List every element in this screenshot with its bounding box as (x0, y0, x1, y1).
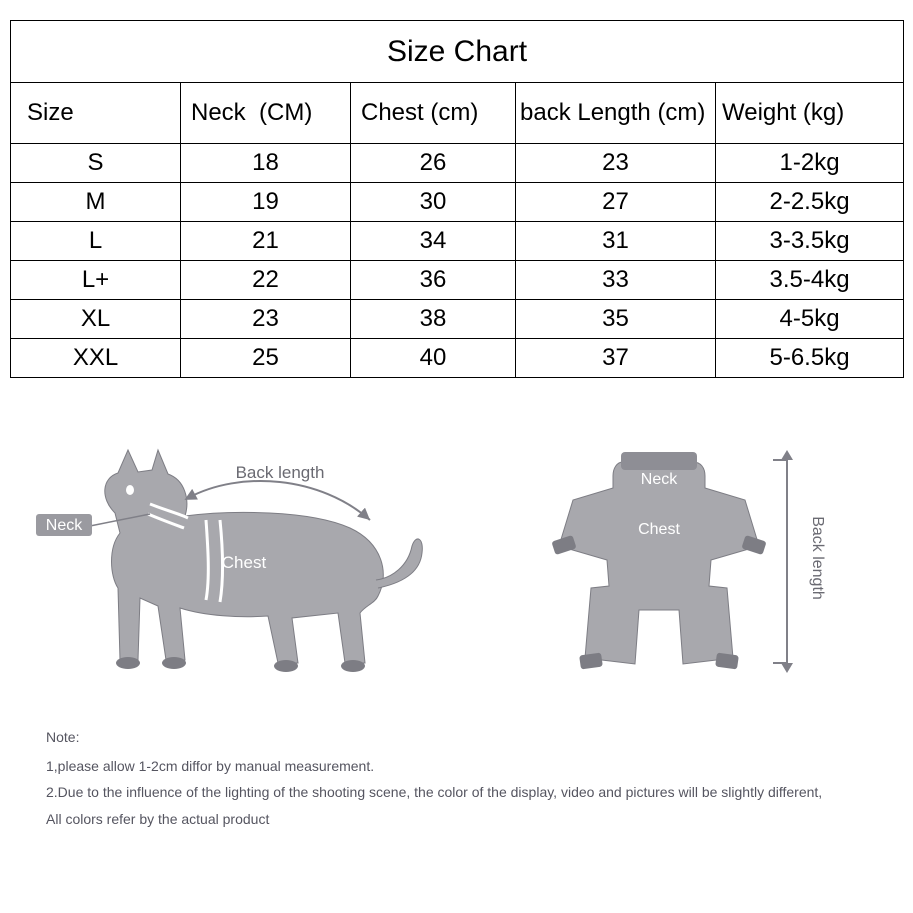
table-cell: 26 (351, 144, 516, 183)
table-cell: 4-5kg (716, 300, 904, 339)
table-cell: 3.5-4kg (716, 261, 904, 300)
col-header: Neck (CM) (181, 83, 351, 144)
table-cell: M (11, 183, 181, 222)
table-row: M1930272-2.5kg (11, 183, 904, 222)
table-cell: L (11, 222, 181, 261)
table-row: S1826231-2kg (11, 144, 904, 183)
table-cell: L+ (11, 261, 181, 300)
table-cell: 31 (516, 222, 716, 261)
garment-back-label: Back length (809, 516, 826, 600)
table-row: XXL2540375-6.5kg (11, 339, 904, 378)
table-cell: XL (11, 300, 181, 339)
col-header: back Length (cm) (516, 83, 716, 144)
table-cell: 34 (351, 222, 516, 261)
size-chart-table: Size Chart SizeNeck (CM)Chest (cm)back L… (10, 20, 904, 378)
table-cell: 21 (181, 222, 351, 261)
col-header: Weight (kg) (716, 83, 904, 144)
table-cell: 40 (351, 339, 516, 378)
note-line: All colors refer by the actual product (46, 806, 903, 833)
table-cell: 2-2.5kg (716, 183, 904, 222)
col-header: Size (11, 83, 181, 144)
table-cell: 3-3.5kg (716, 222, 904, 261)
cat-diagram: Neck Chest Back length (30, 438, 430, 688)
table-cell: 35 (516, 300, 716, 339)
cat-back-label: Back length (236, 463, 325, 482)
table-header-row: SizeNeck (CM)Chest (cm)back Length (cm)W… (11, 83, 904, 144)
table-cell: XXL (11, 339, 181, 378)
cat-tail (376, 539, 422, 588)
note-line: 2.Due to the influence of the lighting o… (46, 779, 903, 806)
notes-title: Note: (46, 724, 903, 751)
table-cell: 33 (516, 261, 716, 300)
garment-neck-label: Neck (641, 471, 678, 488)
col-header: Chest (cm) (351, 83, 516, 144)
table-cell: 25 (181, 339, 351, 378)
table-cell: 18 (181, 144, 351, 183)
notes-block: Note: 1,please allow 1-2cm diffor by man… (10, 718, 903, 832)
table-cell: 5-6.5kg (716, 339, 904, 378)
table-cell: 22 (181, 261, 351, 300)
table-cell: 19 (181, 183, 351, 222)
table-cell: S (11, 144, 181, 183)
table-cell: 27 (516, 183, 716, 222)
table-cell: 1-2kg (716, 144, 904, 183)
diagram-area: Neck Chest Back length Neck Chest Back l… (10, 378, 903, 718)
table-cell: 30 (351, 183, 516, 222)
note-line: 1,please allow 1-2cm diffor by manual me… (46, 753, 903, 780)
garment-diagram: Neck Chest Back length (523, 438, 843, 708)
table-row: L2134313-3.5kg (11, 222, 904, 261)
cat-neck-label: Neck (46, 517, 83, 534)
table-cell: 38 (351, 300, 516, 339)
table-cell: 37 (516, 339, 716, 378)
garment-body (559, 462, 759, 664)
table-row: XL2338354-5kg (11, 300, 904, 339)
garment-chest-label: Chest (638, 521, 680, 538)
cat-eye (126, 485, 134, 495)
table-cell: 36 (351, 261, 516, 300)
table-row: L+2236333.5-4kg (11, 261, 904, 300)
table-cell: 23 (516, 144, 716, 183)
table-cell: 23 (181, 300, 351, 339)
cat-chest-label: Chest (222, 553, 267, 572)
table-title: Size Chart (11, 21, 904, 83)
